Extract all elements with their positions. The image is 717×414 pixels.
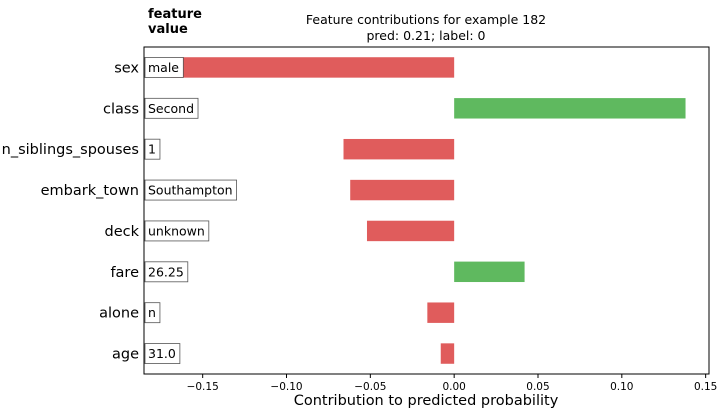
x-tick-label: 0.05 <box>526 381 549 393</box>
x-axis-label: Contribution to predicted probability <box>294 393 559 409</box>
value-label-class: Second <box>148 101 194 116</box>
value-box-sex <box>144 57 184 78</box>
bar-embark_town <box>350 179 455 201</box>
feature-label-embark_town: embark_town <box>41 183 139 199</box>
value-box-age <box>144 343 181 364</box>
value-box-n_siblings_spouses <box>144 138 161 160</box>
plot-area: sex male class Second n_siblings_spouses 1 emb… <box>2 46 717 393</box>
bar-deck <box>366 220 455 242</box>
x-tick-label: −0.05 <box>354 381 386 393</box>
feature-label-age: age <box>112 347 139 363</box>
feature-header-line1: feature <box>148 7 202 22</box>
value-box-fare <box>144 261 189 283</box>
value-box-embark_town <box>144 179 237 201</box>
bar-class <box>454 98 686 119</box>
value-label-age: 31.0 <box>148 346 176 361</box>
x-tick-label: −0.10 <box>270 381 302 393</box>
value-box-class <box>144 97 199 119</box>
bar-fare <box>454 261 525 283</box>
feature-header-line2: value <box>148 22 188 37</box>
value-label-embark_town: Southampton <box>148 183 233 198</box>
feature-label-deck: deck <box>105 224 140 240</box>
bar-sex <box>170 57 455 78</box>
value-label-n_siblings_spouses: 1 <box>148 142 156 157</box>
value-label-alone: n <box>148 305 156 320</box>
bar-n_siblings_spouses <box>343 138 455 160</box>
bar-alone <box>427 302 455 323</box>
value-box-alone <box>144 302 161 324</box>
chart-title-line2: pred: 0.21; label: 0 <box>367 28 486 43</box>
feature-label-sex: sex <box>114 60 139 76</box>
value-label-deck: unknown <box>148 223 205 238</box>
value-box-deck <box>144 220 210 242</box>
bar-age <box>440 343 455 364</box>
value-label-fare: 26.25 <box>148 264 184 279</box>
feature-label-alone: alone <box>99 306 139 322</box>
x-tick-label: −0.15 <box>187 381 219 393</box>
feature-label-n_siblings_spouses: n_siblings_spouses <box>2 142 139 158</box>
feature-label-class: class <box>103 101 139 117</box>
x-tick-label: 0.15 <box>694 381 717 393</box>
feature-label-fare: fare <box>110 265 139 281</box>
value-label-sex: male <box>148 60 179 75</box>
plot-frame <box>143 46 710 375</box>
x-tick-label: 0.10 <box>610 381 633 393</box>
chart-title-line1: Feature contributions for example 182 <box>306 12 546 27</box>
x-tick-label: 0.00 <box>442 381 465 393</box>
